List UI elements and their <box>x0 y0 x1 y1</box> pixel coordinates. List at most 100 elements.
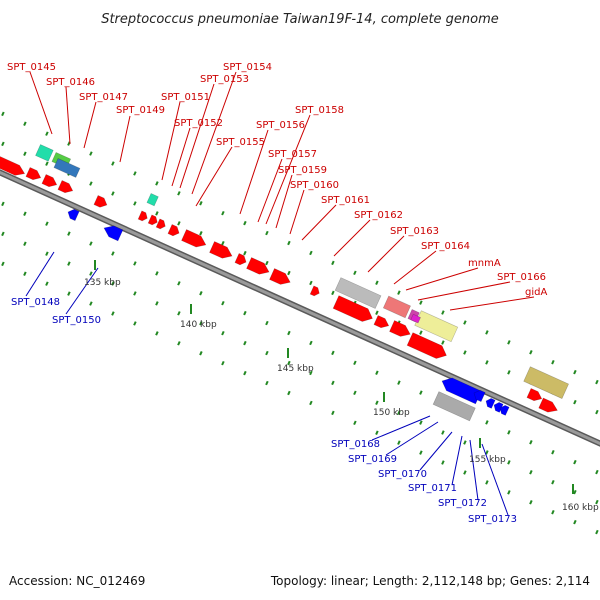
tick-mark <box>331 350 335 356</box>
callout-line <box>171 127 191 187</box>
tick-mark <box>529 440 533 445</box>
tick-mark <box>595 409 599 415</box>
gene-arrow <box>246 257 270 275</box>
tick-mark <box>287 270 291 276</box>
tick-mark <box>353 420 357 426</box>
scale-label: 150 kbp <box>373 408 410 418</box>
gene-label[interactable]: SPT_0145 <box>7 62 56 73</box>
gene-label[interactable]: SPT_0151 <box>161 92 210 103</box>
gene-label[interactable]: SPT_0153 <box>200 74 249 85</box>
tick-mark <box>265 380 269 386</box>
tick-mark <box>155 181 159 186</box>
callout-line <box>333 219 371 257</box>
gene-arrow <box>526 388 543 402</box>
tick-mark <box>485 420 489 425</box>
gene-arrow <box>137 210 148 222</box>
scale-label: 140 kbp <box>180 320 217 330</box>
callout-line <box>25 251 55 297</box>
tick-mark <box>111 161 115 166</box>
gene-label[interactable]: SPT_0156 <box>256 120 305 131</box>
gene-label[interactable]: SPT_0150 <box>52 315 101 326</box>
tick-mark <box>485 360 489 365</box>
gene-label[interactable]: SPT_0161 <box>321 195 370 206</box>
gene-label[interactable]: SPT_0162 <box>354 210 403 221</box>
gene-label[interactable]: SPT_0166 <box>497 272 546 283</box>
callout-line <box>289 189 305 235</box>
tick-mark <box>485 450 489 455</box>
callout-line <box>65 267 99 315</box>
callout-line <box>191 71 237 195</box>
tick-mark <box>133 201 137 206</box>
tick-mark <box>507 370 511 375</box>
gene-label[interactable]: SPT_0157 <box>268 149 317 160</box>
gene-label[interactable]: SPT_0158 <box>295 105 344 116</box>
genome-summary-text: Topology: linear; Length: 2,112,148 bp; … <box>270 574 590 588</box>
tick-mark <box>199 201 203 206</box>
gene-arrow <box>25 167 42 181</box>
callout-line <box>469 439 479 501</box>
gene-label[interactable]: SPT_0147 <box>79 92 128 103</box>
tick-mark <box>309 250 313 256</box>
tick-mark <box>177 191 181 196</box>
gene-arrow <box>473 389 486 403</box>
gene-label[interactable]: SPT_0155 <box>216 137 265 148</box>
tick-mark <box>265 350 269 356</box>
tick-mark <box>221 330 225 336</box>
tick-mark <box>89 271 93 276</box>
gene-label[interactable]: SPT_0172 <box>438 498 487 509</box>
tick-mark <box>265 230 269 236</box>
tick-mark <box>221 360 225 366</box>
tick-mark <box>155 211 159 216</box>
gene-arrow <box>93 195 108 208</box>
tick-mark <box>419 390 423 395</box>
gene-arrow <box>373 315 390 329</box>
tick-mark <box>441 310 445 315</box>
tick-mark <box>507 430 511 435</box>
gene-label[interactable]: SPT_0171 <box>408 483 457 494</box>
gene-label[interactable]: mnmA <box>468 258 501 269</box>
major-tick <box>572 484 574 494</box>
tick-mark <box>397 380 401 385</box>
gene-arrow <box>234 253 247 266</box>
gene-label[interactable]: SPT_0148 <box>11 297 60 308</box>
genome-backbone <box>0 169 600 447</box>
gene-label[interactable]: SPT_0169 <box>348 454 397 465</box>
tick-mark <box>463 470 467 475</box>
gene-box <box>432 391 476 422</box>
major-tick <box>287 348 289 358</box>
tick-mark <box>67 261 71 266</box>
gene-label[interactable]: SPT_0160 <box>290 180 339 191</box>
callout-line <box>65 86 71 145</box>
tick-mark <box>507 340 511 345</box>
gene-arrow <box>147 214 158 226</box>
gene-label[interactable]: SPT_0164 <box>421 241 470 252</box>
gene-label[interactable]: SPT_0173 <box>468 514 517 525</box>
tick-mark <box>221 240 225 246</box>
gene-label[interactable]: SPT_0154 <box>223 62 272 73</box>
gene-label[interactable]: gidA <box>525 287 547 298</box>
gene-label[interactable]: SPT_0168 <box>331 439 380 450</box>
tick-mark <box>287 240 291 246</box>
tick-mark <box>111 191 115 196</box>
gene-arrow <box>0 152 26 176</box>
tick-mark <box>199 351 203 356</box>
gene-label[interactable]: SPT_0152 <box>174 118 223 129</box>
tick-mark <box>199 231 203 236</box>
tick-mark <box>309 340 313 346</box>
tick-mark <box>287 390 291 396</box>
gene-label[interactable]: SPT_0149 <box>116 105 165 116</box>
gene-arrow <box>499 405 510 416</box>
tick-mark <box>67 291 71 296</box>
tick-mark <box>45 161 49 166</box>
gene-label[interactable]: SPT_0170 <box>378 469 427 480</box>
major-tick <box>479 438 481 448</box>
gene-label[interactable]: SPT_0163 <box>390 226 439 237</box>
tick-mark <box>287 330 291 336</box>
tick-mark <box>133 171 137 176</box>
tick-mark <box>331 410 335 416</box>
tick-mark <box>573 399 577 405</box>
gene-label[interactable]: SPT_0159 <box>278 165 327 176</box>
tick-mark <box>573 489 577 495</box>
tick-mark <box>375 310 379 315</box>
gene-label[interactable]: SPT_0146 <box>46 77 95 88</box>
